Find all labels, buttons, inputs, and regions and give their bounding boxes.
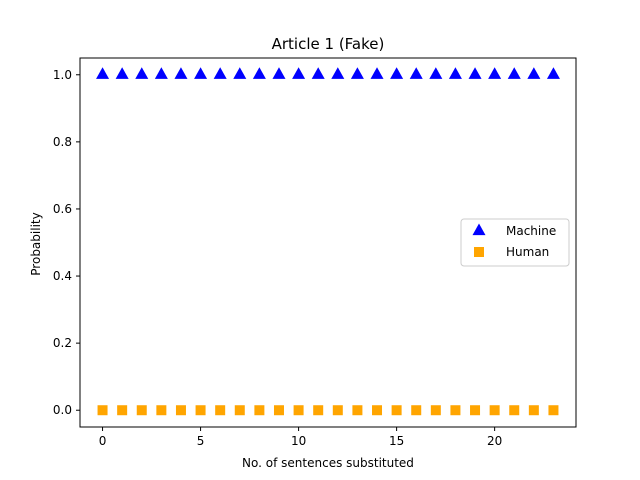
machine-point	[174, 67, 188, 79]
machine-point	[527, 67, 541, 79]
legend-machine-marker	[472, 223, 486, 236]
machine-point	[272, 67, 286, 79]
x-tick-label: 5	[197, 434, 205, 448]
machine-point	[488, 67, 502, 79]
machine-point	[96, 67, 110, 79]
machine-point	[429, 67, 443, 79]
machine-point	[252, 67, 266, 79]
machine-point	[154, 67, 168, 79]
machine-point	[311, 67, 325, 79]
machine-point	[331, 67, 345, 79]
human-point	[293, 405, 304, 416]
x-tick-label: 20	[487, 434, 502, 448]
x-tick-label: 15	[389, 434, 404, 448]
machine-point	[135, 67, 149, 79]
human-point	[489, 405, 500, 416]
machine-point	[115, 67, 129, 79]
machine-point	[390, 67, 404, 79]
human-point	[175, 405, 186, 416]
machine-point	[350, 67, 364, 79]
x-axis-label: No. of sentences substituted	[242, 456, 414, 470]
human-point	[332, 405, 343, 416]
human-point	[156, 405, 167, 416]
human-point	[136, 405, 147, 416]
human-point	[215, 405, 226, 416]
legend-human-label: Human	[506, 245, 549, 259]
machine-point	[448, 67, 462, 79]
machine-point	[507, 67, 521, 79]
x-tick-label: 10	[291, 434, 306, 448]
human-point	[528, 405, 539, 416]
y-tick-label: 1.0	[53, 68, 72, 82]
human-point	[411, 405, 422, 416]
human-point	[234, 405, 245, 416]
y-axis-label: Probability	[29, 212, 43, 275]
human-point	[254, 405, 265, 416]
human-point	[391, 405, 402, 416]
human-point	[548, 405, 559, 416]
legend-machine-label: Machine	[506, 224, 556, 238]
legend-human-marker	[474, 247, 484, 257]
human-point	[470, 405, 481, 416]
machine-point	[468, 67, 482, 79]
y-tick-label: 0.0	[53, 403, 72, 417]
legend: Machine Human	[460, 218, 570, 267]
human-point	[273, 405, 284, 416]
human-point	[117, 405, 128, 416]
human-point	[97, 405, 108, 416]
human-point	[430, 405, 441, 416]
y-tick-label: 0.4	[53, 269, 72, 283]
human-point	[372, 405, 383, 416]
y-tick-label: 0.6	[53, 202, 72, 216]
machine-point	[370, 67, 384, 79]
plot-area: 0 5 10 15 20 0.0 0.2 0.4 0.6 0.8 1.0	[53, 68, 502, 448]
legend-frame	[460, 218, 570, 267]
machine-point	[233, 67, 247, 79]
plot-frame	[79, 57, 577, 428]
x-tick-label: 0	[99, 434, 107, 448]
y-tick-label: 0.8	[53, 135, 72, 149]
machine-point	[292, 67, 306, 79]
chart-title: Article 1 (Fake)	[272, 35, 385, 53]
machine-point	[409, 67, 423, 79]
human-point	[450, 405, 461, 416]
machine-point	[194, 67, 208, 79]
human-point	[509, 405, 520, 416]
data-marks	[96, 67, 560, 416]
human-point	[313, 405, 324, 416]
y-tick-label: 0.2	[53, 336, 72, 350]
machine-point	[546, 67, 560, 79]
human-point	[352, 405, 363, 416]
machine-point	[213, 67, 227, 79]
human-point	[195, 405, 206, 416]
